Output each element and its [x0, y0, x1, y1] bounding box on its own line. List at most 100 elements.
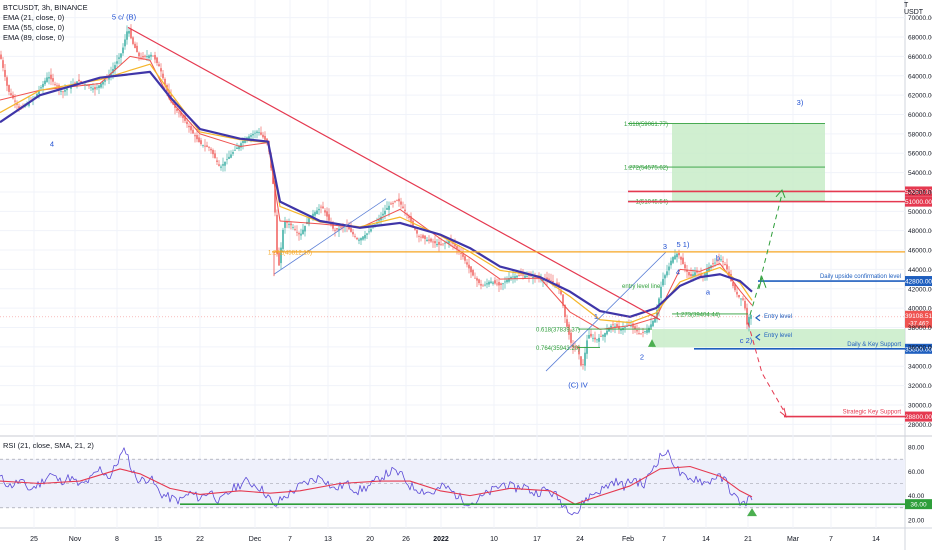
candle	[288, 218, 290, 229]
candle-body	[514, 276, 516, 279]
candle-body	[564, 304, 566, 318]
candle-body	[88, 84, 90, 87]
candle	[482, 283, 484, 287]
candle-body	[704, 273, 706, 276]
candle	[672, 256, 674, 264]
ema21-legend: EMA (21, close, 0)	[3, 13, 65, 22]
candle-body	[162, 73, 164, 79]
candle-body	[168, 89, 170, 97]
candle-body	[708, 266, 710, 272]
candle-body	[434, 241, 436, 244]
candle-body	[188, 125, 190, 128]
candle-body	[570, 332, 572, 343]
price-tick-label: 50000.00	[908, 209, 932, 216]
candle	[398, 193, 400, 207]
candle	[418, 234, 420, 243]
candle-body	[494, 280, 496, 284]
rsi-pane: 80.00 60.00 40.00 20.00 36.00	[0, 445, 932, 524]
candle	[724, 261, 726, 266]
candle-body	[56, 85, 58, 87]
chart-annotation: entry level line	[622, 284, 661, 290]
time-tick-label: 13	[324, 536, 332, 543]
candle	[128, 28, 130, 37]
candle-body	[640, 333, 642, 335]
candle	[392, 201, 394, 208]
candle	[546, 271, 548, 287]
candle-body	[448, 240, 450, 244]
candle-body	[192, 129, 194, 134]
candle	[48, 71, 50, 85]
rsi-signal-icon	[747, 508, 757, 517]
rsi-tick-label: 40.00	[908, 493, 925, 500]
candle	[486, 278, 488, 289]
candle	[4, 63, 6, 81]
candle-body	[482, 285, 484, 287]
fib-level-label: 1.618(59061.77)	[624, 122, 668, 128]
candle-body	[700, 273, 702, 278]
candle-body	[472, 270, 474, 276]
candle-body	[724, 264, 726, 266]
candle-body	[662, 279, 664, 286]
candle-body	[208, 147, 210, 148]
candle-body	[112, 68, 114, 74]
candle-body	[502, 283, 504, 285]
candle	[638, 327, 640, 335]
candle	[226, 153, 228, 165]
candle-body	[278, 252, 280, 266]
candle	[582, 359, 584, 370]
candle-body	[76, 81, 78, 85]
candle	[492, 281, 494, 286]
candle	[402, 201, 404, 210]
candle	[634, 323, 636, 334]
candle	[210, 147, 212, 154]
candle	[410, 212, 412, 226]
candle-body	[614, 326, 616, 328]
candle	[318, 204, 320, 215]
candle-body	[286, 222, 288, 223]
candle	[322, 201, 324, 209]
candle-body	[580, 356, 582, 366]
candle	[718, 253, 720, 266]
candle	[394, 200, 396, 204]
bullish-arrow-head	[758, 275, 767, 289]
candle-body	[392, 203, 394, 204]
target-zones	[652, 123, 905, 348]
candle	[466, 258, 468, 268]
chart-annotation: Entry level	[764, 333, 792, 339]
candle	[422, 233, 424, 239]
rsi-tick-label: 20.00	[908, 517, 925, 524]
entry-arrow-icon	[755, 333, 761, 341]
candle-body	[226, 159, 228, 161]
candle-body	[304, 225, 306, 232]
time-axis: 25 Nov 8 15 22 Dec 7 13 20 26 2022 10 17 24 Feb 7 14 21 Ma…	[30, 536, 880, 543]
candle-body	[142, 56, 144, 58]
key-level-tag	[905, 276, 932, 287]
candle-body	[6, 77, 8, 86]
candle	[562, 294, 564, 309]
candle-body	[280, 247, 282, 264]
candle	[258, 128, 260, 136]
candle	[750, 314, 752, 325]
candle-body	[366, 233, 368, 235]
candle-body	[384, 210, 386, 215]
wave-label: (C) IV	[568, 381, 588, 390]
rsi-value: 36.00	[910, 502, 927, 509]
price-tick-label: 42000.00	[908, 286, 932, 293]
candle-body	[716, 260, 718, 262]
candle-body	[258, 132, 260, 134]
candle-body	[182, 115, 184, 119]
candle-body	[408, 216, 410, 219]
candle-body	[600, 335, 602, 337]
candle	[2, 57, 4, 72]
candle	[498, 278, 500, 293]
candle-body	[48, 76, 50, 79]
candle-body	[8, 85, 10, 92]
time-tick-label: 8	[115, 536, 119, 543]
candle-body	[146, 56, 148, 58]
rsi-ma-line	[0, 465, 753, 505]
candle	[592, 333, 594, 342]
target-zone	[672, 123, 825, 202]
candle-body	[282, 229, 284, 249]
candle	[50, 68, 52, 86]
